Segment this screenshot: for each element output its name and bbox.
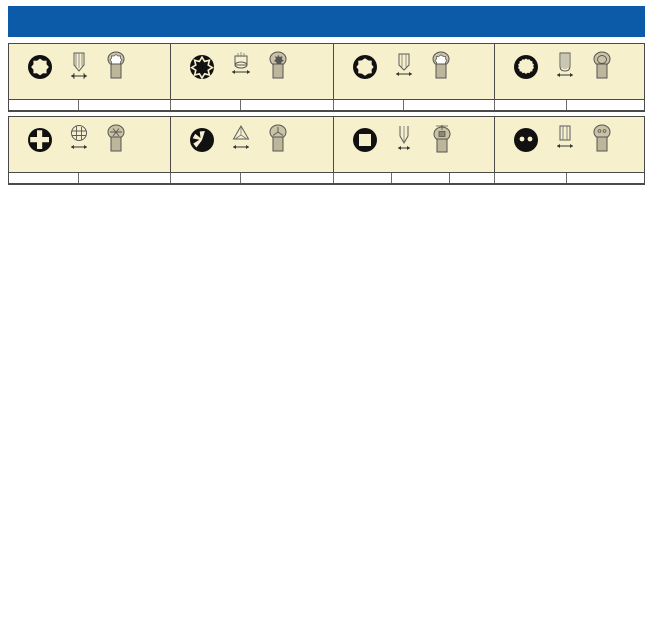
torx-plus-screw-icon [432,51,450,79]
top-header-row [9,44,644,99]
xzn-spline-icon [514,55,539,79]
column-torx-value [79,100,172,110]
column-torx-plus-value [404,100,496,110]
top-table-block [8,43,645,112]
screw-dimension-chart [0,6,653,630]
torx-head-screw-icon [269,51,287,79]
header-icons-torx [15,48,170,80]
spanner-screw-icon [593,124,611,152]
square-screw-icon [433,125,451,153]
square-dimension-icon [397,126,410,150]
header-icons-xzn [501,48,644,80]
spanner-two-hole-icon [514,128,539,152]
xzn-screw-icon [593,51,611,79]
torx-head-dimension-icon [232,52,251,74]
torx-drive-dimension-icon [71,52,87,79]
bottom-table-block [8,116,645,185]
column-spanner-label [495,173,568,183]
header-icons-torq-set [15,121,170,153]
header-cell-torx-head [171,44,334,99]
torx-plus-star-icon [352,55,377,79]
torx-solid-star-icon [190,55,215,80]
header-icons-torx-plus [340,48,494,80]
column-torx-label [9,100,79,110]
bottom-body-row [9,172,644,183]
torx-screw-head-icon [107,51,125,79]
column-square-value2 [450,173,496,183]
page-title-banner [8,6,645,37]
torx-star-icon [28,55,52,79]
header-cell-square [334,117,496,172]
torq-set-screw-icon [107,124,125,152]
square-drive-icon [352,128,377,152]
header-cell-xzn [495,44,644,99]
header-icons-torx-head [177,48,332,80]
top-body-row [9,99,644,110]
column-tri-wing-label [171,173,242,183]
column-torx-head-label [171,100,242,110]
header-cell-torx-plus [334,44,496,99]
header-icons-tri-wing [177,121,332,153]
header-cell-torx [9,44,172,99]
torx-plus-dimension-icon [395,53,412,76]
tri-wing-icon [190,128,215,152]
column-xzn-value [567,100,644,110]
torq-set-cross-icon [28,128,52,152]
column-torq-set-value [79,173,172,183]
torq-set-dimension-icon [71,125,87,149]
column-tri-wing-value [241,173,334,183]
tri-wing-dimension-icon [233,124,250,149]
xzn-dimension-icon [557,52,574,77]
column-square-value [392,173,450,183]
column-spanner-value [567,173,644,183]
header-cell-torq-set [9,117,172,172]
column-xzn-label [495,100,568,110]
column-torq-set-label [9,173,79,183]
bottom-header-row [9,117,644,172]
spanner-dimension-icon [557,125,574,148]
header-cell-spanner [495,117,644,172]
column-square-label [334,173,392,183]
tri-wing-screw-icon [269,124,287,152]
header-icons-spanner [501,121,644,153]
header-cell-tri-wing [171,117,334,172]
column-torx-head-value [241,100,334,110]
column-torx-plus-label [334,100,404,110]
header-icons-square [340,121,494,153]
